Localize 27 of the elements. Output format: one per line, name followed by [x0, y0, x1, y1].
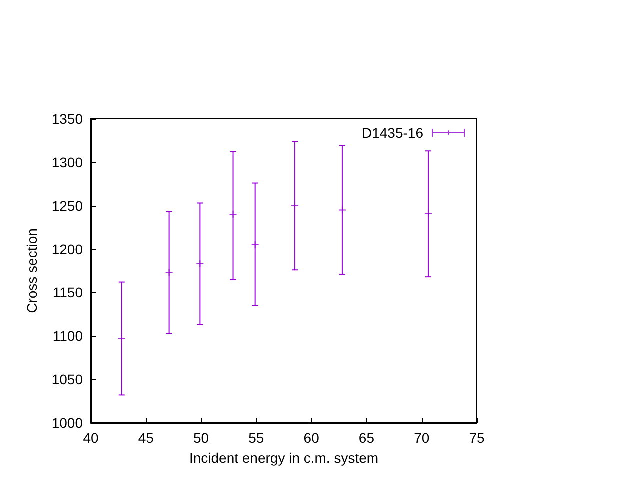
- point: [251, 240, 260, 249]
- x-tick-label: 50: [193, 430, 210, 446]
- x-axis-title: Incident energy in c.m. system: [189, 450, 379, 466]
- point: [291, 202, 300, 210]
- y-tick-label: 1250: [52, 198, 84, 214]
- x-tick-label: 70: [414, 430, 430, 446]
- point: [165, 268, 174, 277]
- y-tick-label: 1200: [52, 241, 84, 258]
- point: [424, 210, 432, 218]
- x-tick-label: 55: [248, 430, 264, 446]
- legend-label: D1435-16: [362, 125, 424, 141]
- point: [229, 210, 238, 219]
- y-tick-label: 1300: [52, 154, 84, 170]
- point: [118, 334, 126, 343]
- x-tick-label: 45: [138, 430, 154, 446]
- y-tick-label: 1350: [52, 111, 84, 127]
- y-tick-label: 1050: [52, 372, 84, 388]
- x-tick-label: 75: [469, 430, 485, 446]
- x-tick-label: 60: [304, 430, 320, 446]
- point: [338, 206, 346, 214]
- y-tick-label: 1150: [52, 284, 84, 301]
- y-tick-label: 1100: [52, 328, 84, 344]
- x-tick-label: 65: [358, 430, 375, 446]
- y-axis-title: Cross section: [24, 228, 40, 314]
- y-tick-label: 1000: [52, 415, 84, 431]
- point: [196, 260, 204, 268]
- x-tick-label: 40: [83, 430, 99, 446]
